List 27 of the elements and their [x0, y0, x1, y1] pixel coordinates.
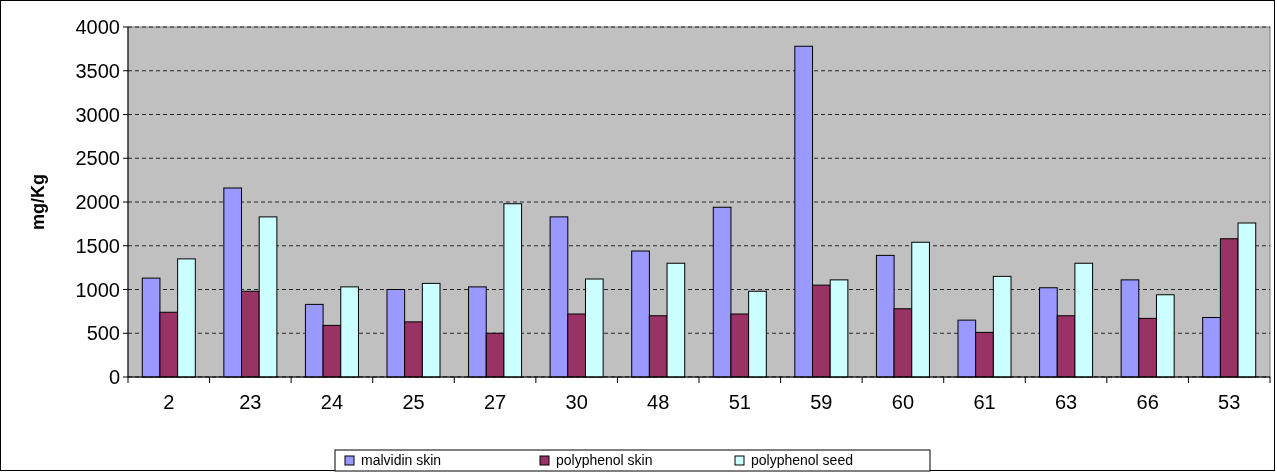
x-tick-label: 24 [320, 391, 344, 413]
y-tick-label: 500 [86, 322, 120, 345]
x-tick-label: 27 [483, 391, 507, 413]
x-tick-label: 60 [891, 391, 915, 413]
x-tick-label: 51 [728, 391, 751, 413]
y-tick-label: 3500 [75, 59, 120, 82]
x-tick-label: 23 [239, 391, 262, 413]
legend-label: malvidin skin [361, 452, 442, 468]
x-tick-label: 59 [810, 391, 833, 413]
x-tick-label: 30 [565, 391, 588, 413]
x-tick-label: 61 [973, 391, 996, 413]
x-tick-label: 2 [163, 391, 175, 413]
legend-label: polyphenol seed [751, 452, 853, 468]
x-tick-label: 53 [1218, 391, 1241, 413]
y-tick-label: 1000 [75, 278, 120, 301]
legend-label: polyphenol skin [556, 452, 653, 468]
y-tick-label: 2000 [75, 191, 120, 213]
x-tick-label: 48 [647, 391, 670, 413]
y-tick-label: 0 [108, 366, 120, 388]
y-axis-title: mg/Kg [28, 174, 48, 230]
y-tick-label: 3000 [75, 103, 120, 126]
y-tick-label: 2500 [75, 147, 120, 170]
y-tick-label: 1500 [75, 234, 120, 257]
x-tick-label: 25 [402, 391, 425, 413]
x-tick-label: 66 [1136, 391, 1159, 413]
x-tick-label: 63 [1054, 391, 1078, 413]
y-tick-label: 4000 [75, 16, 120, 38]
